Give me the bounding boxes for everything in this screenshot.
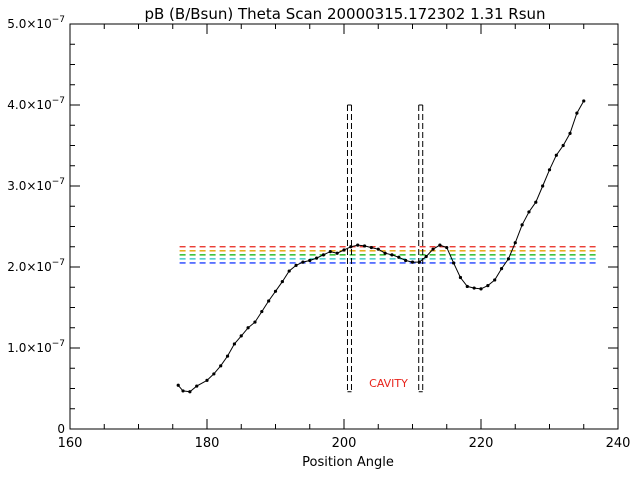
annotations: CAVITY [369,377,408,390]
data-point [349,245,353,249]
data-point [212,372,216,376]
data-point [575,111,579,115]
y-tick-exponent: −7 [52,177,65,187]
data-point [246,326,250,330]
plot-frame [69,23,619,430]
data-point [410,260,415,264]
data-point [472,286,476,290]
data-point [397,255,401,259]
data-point [534,200,538,204]
data-point [195,384,199,388]
data-point [267,299,271,303]
data-point [362,244,367,248]
data-point [219,364,223,368]
y-tick-exponent: −7 [52,258,65,268]
data-point [376,247,380,251]
y-axis: 01.0×10−72.0×10−73.0×10−74.0×10−75.0×10−… [7,15,618,436]
cavity-boundaries [346,104,424,393]
data-point [499,267,504,271]
y-tick-mantissa: 5.0×10 [7,17,51,31]
data-point [383,251,387,255]
data-point [232,342,236,346]
data-point [520,223,524,227]
data-point [554,153,558,157]
x-tick-label: 160 [58,436,83,451]
y-tick-label: 2.0×10−7 [7,258,65,274]
y-tick-mantissa: 4.0×10 [7,98,51,112]
data-point [506,257,510,261]
data-point [541,184,545,188]
data-point [205,378,209,382]
y-tick-mantissa: 1.0×10 [7,341,51,355]
data-point [287,269,291,273]
data-point [458,275,463,280]
data-point [253,320,257,324]
data-point [280,279,284,284]
data-point [321,253,326,257]
data-point [315,256,319,260]
data-point [181,389,185,393]
data-point [452,261,456,265]
data-point [308,258,312,263]
data-point [445,245,449,250]
y-tick-exponent: −7 [52,339,65,349]
data-point [176,383,180,387]
y-tick-label: 1.0×10−7 [7,339,65,355]
y-tick-label: 4.0×10−7 [7,96,65,112]
data-series [176,99,586,394]
data-point [369,245,373,250]
data-point [527,210,531,214]
data-point [561,143,565,148]
y-tick-mantissa: 3.0×10 [7,179,51,193]
data-point [417,260,421,264]
data-point [438,243,442,247]
series-line [177,100,585,393]
cavity-annotation: CAVITY [369,377,408,390]
data-point [328,250,332,254]
chart-title: pB (B/Bsun) Theta Scan 20000315.172302 1… [144,5,545,23]
data-point [582,99,586,103]
data-point [431,247,435,251]
data-point [225,354,230,358]
x-axis: 160 180 200 220 240 [58,24,631,451]
data-point [342,248,346,252]
data-point [568,131,572,135]
y-tick-label: 0 [57,422,65,436]
y-tick-label: 3.0×10−7 [7,177,65,193]
y-tick-mantissa: 2.0×10 [7,260,51,274]
x-tick-label: 220 [469,436,494,451]
data-point [335,251,339,255]
data-point [390,253,394,257]
x-axis-label: Position Angle [302,455,394,470]
data-point [513,241,517,245]
data-point [294,263,298,267]
data-point [239,334,243,338]
y-tick-mantissa: 0 [57,422,65,436]
data-point [273,289,278,293]
data-point [301,260,305,264]
data-point [356,243,360,247]
data-point [547,168,552,172]
x-tick-label: 200 [332,436,357,451]
data-point [479,287,483,291]
x-tick-label: 180 [195,436,220,451]
x-tick-label: 240 [606,436,631,451]
data-point [465,284,469,289]
data-point [260,309,264,314]
y-tick-exponent: −7 [52,96,65,106]
y-tick-exponent: −7 [52,15,65,25]
y-tick-label: 5.0×10−7 [7,15,65,31]
data-point [188,390,192,394]
reference-levels [179,246,598,264]
data-point [404,258,408,263]
data-point [424,254,428,259]
data-point [486,284,490,288]
data-point [493,278,497,282]
